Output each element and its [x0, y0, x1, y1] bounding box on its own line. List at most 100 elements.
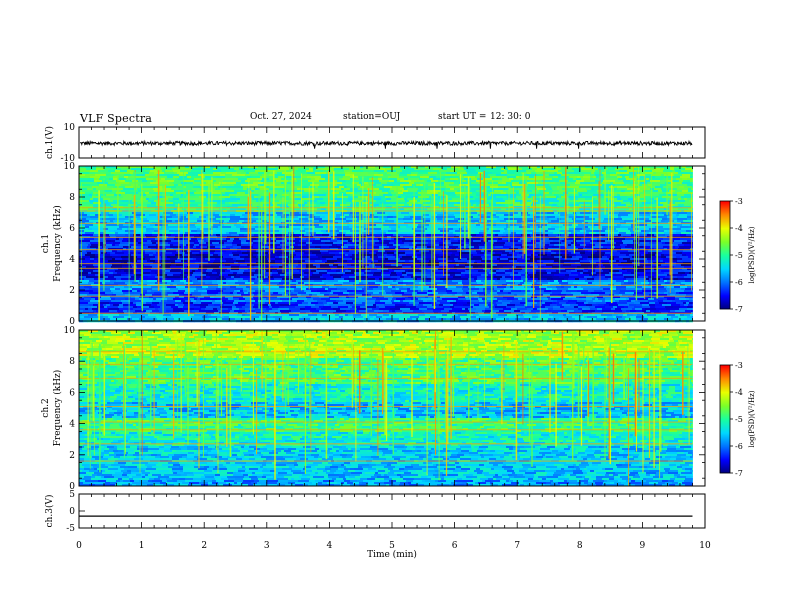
spec-cell	[234, 168, 240, 171]
spec-cell	[316, 212, 321, 215]
spec-cell	[505, 168, 509, 171]
spec-cell	[647, 234, 655, 237]
spec-cell	[534, 254, 539, 257]
spec-cell	[139, 200, 149, 203]
spec-cell	[613, 208, 621, 211]
spec-cell	[267, 218, 276, 221]
spec-cell	[90, 170, 99, 173]
spec-cell	[185, 268, 189, 271]
spec-cell	[337, 258, 344, 261]
spec-cell	[184, 200, 196, 203]
spec-cell	[501, 204, 506, 207]
spec-cell	[275, 258, 283, 261]
spec-cell	[424, 232, 432, 235]
spec-cell	[352, 258, 363, 261]
spec-cell	[420, 208, 428, 211]
spec-cell	[167, 238, 175, 241]
spec-cell	[456, 248, 463, 251]
spec-cell	[290, 262, 299, 265]
spec-cell	[341, 256, 351, 259]
spec-cell	[464, 244, 470, 247]
spec-cell	[657, 244, 661, 247]
spec-cell	[394, 180, 398, 183]
spec-cell	[214, 190, 225, 193]
spec-cell	[400, 258, 412, 261]
spec-cell	[509, 230, 514, 233]
spec-cell	[313, 240, 322, 243]
spec-cell	[314, 214, 324, 217]
spec-cell	[687, 178, 693, 181]
spec-cell	[455, 208, 459, 211]
spec-cell	[210, 166, 218, 169]
spec-cell	[668, 188, 678, 191]
spec-cell	[363, 170, 375, 173]
spec-cell	[680, 234, 687, 237]
spec-cell	[545, 184, 550, 187]
spec-cell	[678, 208, 689, 211]
spec-cell	[396, 202, 408, 205]
spec-cell	[293, 184, 304, 187]
spec-cell	[177, 224, 188, 227]
spec-cell	[570, 184, 577, 187]
spec-cell	[252, 204, 264, 207]
spec-cell	[266, 266, 271, 269]
spec-cell	[169, 230, 181, 233]
spec-cell	[571, 258, 580, 261]
spec-cell	[460, 166, 464, 169]
spec-cell	[382, 190, 390, 193]
spec-cell	[226, 188, 233, 191]
spec-cell	[478, 182, 489, 185]
spec-cell	[165, 204, 176, 207]
spec-cell	[345, 234, 354, 237]
spec-cell	[252, 260, 263, 263]
spec-cell	[441, 240, 446, 243]
spec-cell	[87, 248, 97, 251]
spec-cell	[278, 272, 286, 275]
spec-cell	[336, 270, 341, 273]
spec-cell	[506, 182, 513, 185]
spec-cell	[186, 186, 194, 189]
spec-cell	[162, 186, 167, 189]
spec-cell	[540, 196, 547, 199]
spec-cell	[258, 202, 270, 205]
spec-cell	[106, 224, 115, 227]
spec-cell	[195, 270, 207, 273]
spec-cell	[277, 194, 283, 197]
spec-cell	[176, 192, 187, 195]
spec-cell	[425, 272, 435, 275]
spec-cell	[165, 178, 176, 181]
spec-cell	[79, 264, 83, 267]
spec-cell	[154, 228, 160, 231]
spec-cell	[351, 252, 359, 255]
spec-cell	[561, 168, 573, 171]
spec-cell	[481, 170, 486, 173]
spec-cell	[330, 248, 339, 251]
spec-cell	[445, 244, 454, 247]
spec-cell	[339, 178, 343, 181]
spec-cell	[108, 214, 114, 217]
spec-cell	[285, 272, 294, 275]
spec-cell	[239, 166, 243, 169]
spec-cell	[415, 218, 426, 221]
spec-cell	[466, 170, 477, 173]
spec-cell	[249, 172, 259, 175]
spec-cell	[171, 264, 177, 267]
spec-cell	[239, 238, 251, 241]
spec-cell	[547, 166, 559, 169]
spec-cell	[135, 178, 147, 181]
spec-cell	[144, 208, 156, 211]
spec-cell	[394, 270, 406, 273]
spec-cell	[688, 208, 693, 211]
spec-cell	[349, 262, 356, 265]
spec-cell	[332, 244, 338, 247]
spec-cell	[352, 208, 364, 211]
spec-cell	[394, 176, 400, 179]
spec-cell	[213, 168, 218, 171]
spec-cell	[404, 188, 408, 191]
spec-cell	[691, 170, 693, 173]
spec-cell	[141, 220, 150, 223]
spec-cell	[475, 264, 483, 267]
spec-cell	[554, 172, 558, 175]
spec-cell	[690, 182, 693, 185]
spec-cell	[627, 270, 635, 273]
